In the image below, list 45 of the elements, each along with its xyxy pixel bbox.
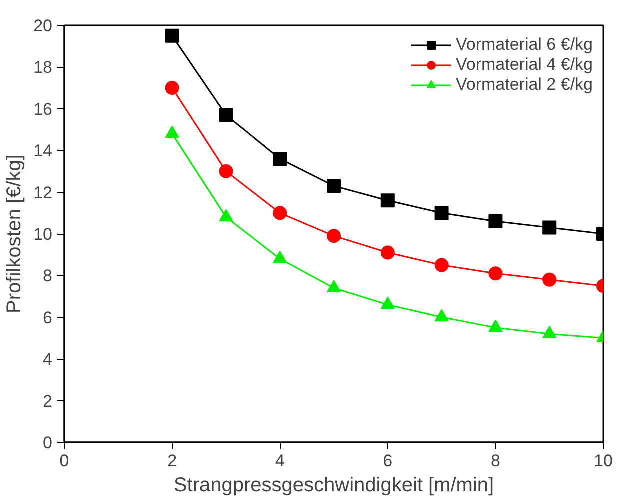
y-tick-label: 4: [43, 350, 53, 370]
x-axis-title: Strangpressgeschwindigkeit [m/min]: [174, 474, 494, 496]
point: [380, 296, 395, 310]
y-axis-title: Profilkosten [€/kg]: [4, 154, 26, 314]
legend-label: Vormaterial 6 €/kg: [456, 35, 593, 55]
point: [488, 266, 503, 281]
y-tick-label: 6: [43, 308, 53, 328]
point: [488, 320, 503, 332]
point: [380, 246, 395, 260]
y-tick-label: 8: [43, 266, 53, 286]
y-tick-label: 12: [34, 183, 53, 202]
point: [273, 152, 288, 166]
point: [380, 194, 395, 208]
point: [165, 28, 180, 43]
point: [542, 272, 557, 287]
point: [327, 280, 341, 292]
point: [165, 81, 180, 96]
legend-label: Vormaterial 2 €/kg: [456, 75, 593, 95]
legend-label: Vormaterial 4 €/kg: [456, 55, 593, 75]
point: [542, 220, 557, 235]
point: [273, 206, 288, 220]
x-tick-label: 8: [490, 452, 500, 470]
point: [434, 309, 449, 322]
y-tick-label: 2: [43, 392, 53, 411]
point: [434, 258, 449, 272]
y-tick-label: 0: [43, 434, 53, 452]
y-tick-label: 16: [34, 100, 53, 119]
x-tick-label: 6: [383, 452, 393, 470]
point: [219, 164, 234, 178]
y-tick-label: 18: [34, 58, 53, 78]
y-tick-label: 20: [34, 16, 53, 36]
point: [488, 214, 503, 228]
point: [327, 229, 341, 244]
y-tick-label: 14: [34, 142, 53, 161]
point: [327, 179, 341, 194]
point: [219, 108, 234, 122]
point: [219, 209, 234, 222]
y-tick-label: 10: [34, 225, 53, 244]
x-tick-label: 10: [594, 452, 613, 470]
point: [273, 251, 288, 264]
x-tick-label: 0: [60, 452, 70, 470]
point: [542, 326, 557, 338]
point: [434, 206, 449, 220]
x-tick-label: 2: [168, 452, 178, 470]
x-tick-label: 4: [275, 452, 285, 470]
